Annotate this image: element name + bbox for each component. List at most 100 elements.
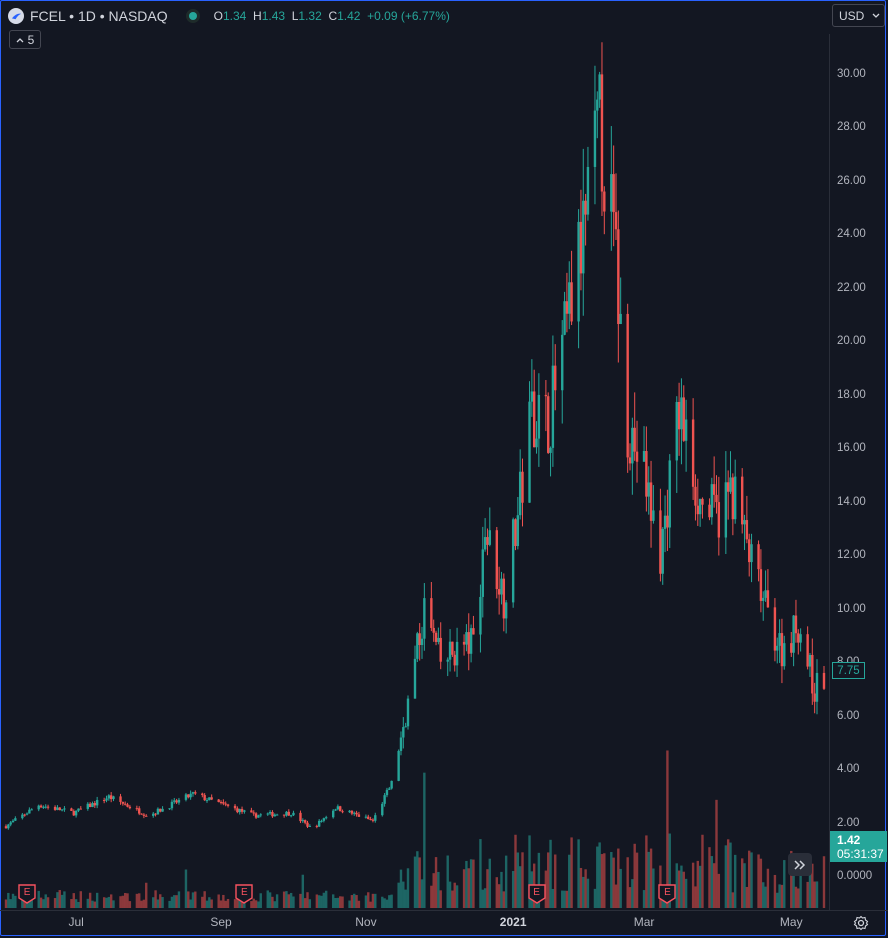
earnings-marker[interactable]: E	[18, 884, 36, 904]
volume-bar	[610, 852, 613, 908]
candle-body	[306, 822, 309, 827]
volume-bar	[708, 847, 711, 908]
candle-body	[647, 482, 650, 497]
volume-bar	[353, 893, 356, 908]
candle-body	[532, 391, 536, 448]
volume-bar	[701, 834, 704, 908]
volume-bar	[381, 896, 384, 908]
candle-body	[551, 365, 555, 448]
candle-body	[299, 812, 302, 822]
earnings-marker-label: E	[533, 887, 540, 898]
price-axis-label: 16.00	[837, 442, 866, 455]
candle-body	[811, 654, 814, 694]
volume-bar	[70, 899, 73, 908]
volume-bar	[680, 865, 683, 908]
volume-bar	[44, 894, 47, 908]
candle-body	[593, 110, 597, 167]
volume-bar	[486, 869, 489, 908]
volume-bar	[135, 893, 139, 908]
volume-bar	[303, 898, 307, 908]
candle-body	[467, 632, 470, 654]
earnings-marker[interactable]: E	[235, 884, 254, 904]
price-axis-label: 30.00	[837, 68, 866, 80]
volume-bar	[668, 833, 671, 908]
candle-body	[402, 727, 405, 738]
volume-bar	[14, 895, 17, 908]
volume-bar	[565, 890, 569, 908]
earnings-marker[interactable]: E	[527, 884, 546, 904]
volume-bar	[397, 882, 400, 908]
candle-body	[432, 627, 435, 633]
candle-body	[518, 471, 522, 516]
market-status-icon[interactable]	[185, 9, 200, 23]
candle-body	[766, 590, 770, 608]
volume-bar	[710, 856, 714, 908]
volume-bar	[285, 891, 288, 908]
volume-bar	[465, 860, 468, 908]
chart-settings-button[interactable]	[850, 912, 872, 934]
volume-bar	[418, 857, 421, 908]
volume-bar	[808, 868, 812, 908]
currency-selector[interactable]: USD	[832, 4, 885, 27]
candle-body	[565, 301, 569, 314]
candle-body	[138, 808, 141, 814]
volume-bar	[778, 884, 781, 908]
indicators-collapse-button[interactable]: 5	[9, 30, 41, 49]
candle-body	[357, 814, 361, 817]
candle-body	[175, 800, 178, 803]
candle-body	[336, 806, 340, 810]
candle-body	[549, 447, 552, 453]
candle-body	[729, 477, 732, 492]
candle-body	[219, 801, 223, 803]
volume-bar	[453, 882, 456, 908]
volume-bar	[631, 879, 634, 908]
candle-body	[240, 808, 244, 812]
volume-bar	[757, 854, 760, 908]
candle-body	[451, 641, 454, 655]
candle-body	[416, 633, 419, 659]
candle-body	[271, 812, 274, 817]
currency-label: USD	[839, 8, 865, 23]
candle-body	[93, 803, 97, 806]
candle-body	[743, 520, 746, 525]
candle-body	[561, 334, 564, 391]
scroll-to-realtime-button[interactable]	[788, 853, 812, 876]
candle-body	[764, 590, 767, 598]
volume-bar	[191, 892, 195, 908]
candle-body	[741, 476, 744, 525]
volume-bar	[86, 898, 89, 908]
volume-bar	[577, 839, 580, 908]
volume-bar	[619, 868, 622, 908]
candle-body	[135, 808, 139, 810]
earnings-marker[interactable]: E	[658, 884, 677, 904]
candle-body	[577, 221, 580, 322]
volume-bar	[495, 877, 498, 908]
volume-bar	[561, 890, 564, 908]
symbol-title[interactable]: FCEL • 1D • NASDAQ	[30, 8, 168, 24]
gear-icon	[853, 915, 869, 931]
volume-bar	[123, 892, 127, 908]
candle-body	[266, 813, 269, 815]
last-price-value: 1.42	[837, 833, 861, 847]
candle-body	[731, 477, 735, 520]
candle-body	[77, 808, 80, 811]
volume-bar	[439, 890, 442, 908]
candle-body	[822, 672, 826, 689]
candle-body	[418, 633, 421, 646]
price-axis-label: 26.00	[837, 174, 866, 187]
candle-body	[563, 301, 566, 335]
volume-bar	[635, 852, 639, 908]
candle-body	[367, 816, 370, 820]
candle-body	[217, 799, 220, 802]
volume-bar	[649, 848, 653, 908]
candle-body	[481, 549, 484, 597]
candle-body	[682, 397, 685, 441]
volume-bar	[308, 899, 312, 908]
volume-bar	[741, 858, 744, 908]
candle-body	[502, 578, 506, 619]
candle-body	[30, 809, 33, 811]
volume-bar	[126, 893, 129, 908]
volume-bar	[413, 856, 417, 908]
candle-body	[4, 826, 8, 829]
